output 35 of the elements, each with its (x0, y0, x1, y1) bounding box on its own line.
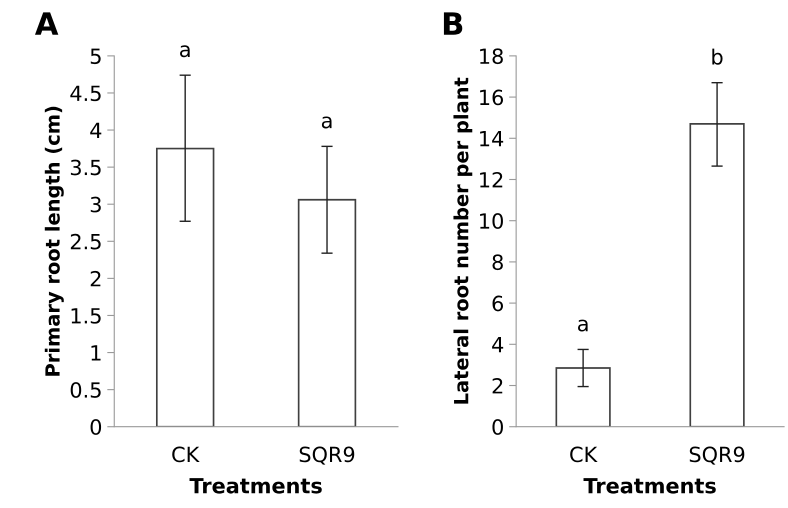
x-axis-title: Treatments (584, 478, 716, 494)
y-tick-label: 4 (492, 337, 504, 352)
y-axis-title: Primary root length (cm) (44, 106, 64, 376)
chart-title: B (444, 12, 462, 35)
chart-title: A (34, 12, 58, 35)
y-tick-label: 1.5 (72, 308, 101, 324)
annotation: b (712, 48, 723, 65)
annotation: a (180, 45, 190, 58)
y-tick-label: 2 (492, 378, 502, 394)
y-tick-label: 1 (91, 345, 101, 360)
y-axis-title: Lateral root number per plant (453, 78, 472, 404)
y-tick-label: 18 (480, 48, 503, 64)
y-tick-label: 10 (480, 213, 503, 229)
y-tick-label: 2 (90, 270, 100, 286)
y-tick-label: 0 (90, 419, 102, 435)
y-tick-label: 4.5 (70, 86, 101, 102)
x-tick-label: CK (570, 446, 598, 462)
y-tick-label: 4 (90, 122, 102, 138)
annotation: a (578, 320, 588, 332)
x-axis-title: Treatments (190, 478, 322, 494)
y-tick-label: 2.5 (70, 234, 101, 250)
x-tick-label: CK (172, 446, 200, 462)
y-tick-label: 16 (480, 90, 504, 106)
y-tick-label: 12 (480, 172, 502, 188)
y-tick-label: 3.5 (70, 160, 101, 176)
y-tick-label: 0.5 (70, 382, 101, 398)
y-tick-label: 3 (90, 196, 101, 212)
x-tick-label: SQR9 (690, 446, 744, 465)
y-tick-label: 14 (480, 131, 504, 146)
y-tick-label: 0 (492, 419, 503, 435)
y-tick-label: 8 (492, 254, 503, 270)
annotation: a (322, 116, 332, 128)
y-tick-label: 6 (492, 296, 504, 312)
y-tick-label: 5 (90, 48, 101, 64)
x-tick-label: SQR9 (300, 446, 354, 465)
